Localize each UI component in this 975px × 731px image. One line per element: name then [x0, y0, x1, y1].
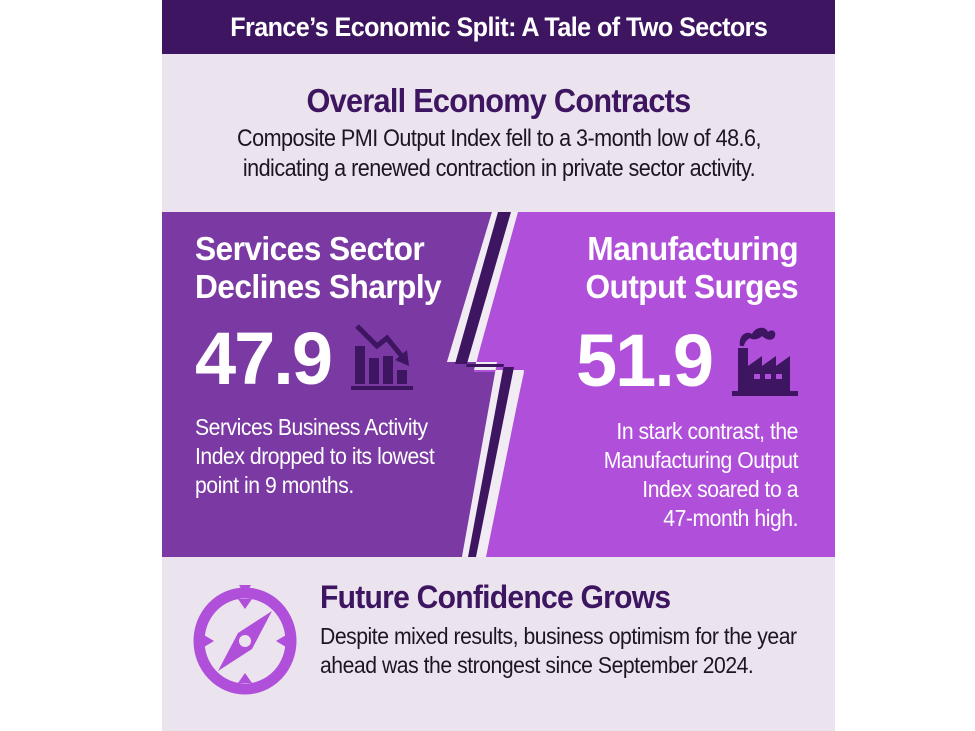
future-confidence-text: Future Confidence Grows Despite mixed re… — [320, 579, 820, 680]
sector-panels: Services Sector Declines Sharply 47.9 — [162, 212, 835, 557]
manufacturing-description-line4: 47-month high. — [663, 505, 798, 531]
overall-economy-section: Overall Economy Contracts Composite PMI … — [162, 54, 835, 212]
header-banner: France’s Economic Split: A Tale of Two S… — [162, 0, 835, 54]
services-stat-row: 47.9 — [195, 320, 475, 397]
future-confidence-title: Future Confidence Grows — [320, 579, 671, 615]
overall-economy-body: Composite PMI Output Index fell to a 3-m… — [236, 125, 761, 182]
future-confidence-body: Despite mixed results, business optimism… — [320, 623, 797, 678]
manufacturing-value: 51.9 — [575, 318, 714, 402]
services-panel: Services Sector Declines Sharply 47.9 — [195, 230, 475, 500]
future-confidence-section: Future Confidence Grows Despite mixed re… — [162, 557, 835, 731]
services-title-line2: Declines Sharply — [195, 268, 442, 305]
services-title-line1: Services Sector — [195, 230, 425, 267]
page-title: France’s Economic Split: A Tale of Two S… — [229, 11, 768, 42]
manufacturing-title: Manufacturing Output Surges — [510, 230, 798, 306]
manufacturing-description: In stark contrast, the Manufacturing Out… — [522, 417, 799, 533]
compass-icon — [190, 585, 300, 702]
manufacturing-description-line2: Manufacturing Output — [603, 447, 799, 473]
services-description: Services Business Activity Index dropped… — [195, 414, 435, 498]
overall-economy-title: Overall Economy Contracts — [306, 82, 692, 119]
services-title: Services Sector Declines Sharply — [195, 230, 464, 306]
manufacturing-description-line3: Index soared to a — [642, 476, 798, 502]
declining-bar-chart-icon — [351, 320, 415, 397]
lightning-divider-background — [162, 212, 835, 557]
manufacturing-stat-row: 51.9 — [498, 320, 798, 401]
manufacturing-panel: Manufacturing Output Surges 51.9 — [498, 230, 799, 533]
manufacturing-title-line1: Manufacturing — [587, 230, 798, 267]
infographic: France’s Economic Split: A Tale of Two S… — [162, 0, 835, 731]
manufacturing-description-line1: In stark contrast, the — [616, 418, 798, 444]
manufacturing-title-line2: Output Surges — [585, 268, 798, 305]
factory-icon — [732, 320, 798, 401]
services-value: 47.9 — [195, 316, 333, 400]
